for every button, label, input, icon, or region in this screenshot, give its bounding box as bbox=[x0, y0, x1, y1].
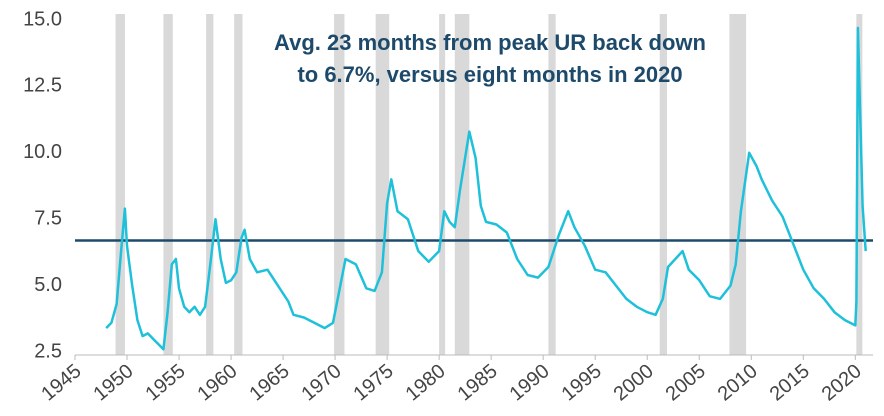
x-tick-label: 1970 bbox=[297, 360, 345, 405]
x-tick-label: 1985 bbox=[454, 360, 502, 405]
x-tick-label: 2005 bbox=[662, 360, 710, 405]
y-tick-label: 5.0 bbox=[34, 274, 62, 296]
y-tick-label: 12.5 bbox=[23, 75, 62, 97]
x-tick-label: 2000 bbox=[610, 360, 658, 405]
recession-band bbox=[659, 14, 667, 355]
recession-band bbox=[856, 14, 863, 355]
x-tick-label: 1960 bbox=[193, 360, 241, 405]
recession-band bbox=[439, 14, 446, 355]
recession-band bbox=[234, 14, 243, 355]
x-tick-label: 1965 bbox=[245, 360, 293, 405]
y-tick-label: 15.0 bbox=[23, 8, 62, 30]
x-tick-label: 1995 bbox=[558, 360, 606, 405]
x-tick-label: 2010 bbox=[714, 360, 762, 405]
recession-band bbox=[548, 14, 556, 355]
recession-band bbox=[206, 14, 214, 355]
y-tick-label: 7.5 bbox=[34, 207, 62, 229]
x-tick-label: 1980 bbox=[402, 360, 450, 405]
recession-band bbox=[115, 14, 125, 355]
annotation: to 6.7%, versus eight months in 2020 bbox=[297, 62, 682, 87]
x-tick-label: 1945 bbox=[37, 360, 85, 405]
x-tick-label: 2020 bbox=[818, 360, 866, 405]
series-line bbox=[105, 26, 867, 351]
x-tick-label: 1975 bbox=[350, 360, 398, 405]
x-tick-label: 1950 bbox=[89, 360, 137, 405]
x-tick-label: 1955 bbox=[141, 360, 189, 405]
recession-band bbox=[163, 14, 173, 355]
annotation: Avg. 23 months from peak UR back down bbox=[274, 30, 706, 55]
recession-band bbox=[375, 14, 390, 355]
recession-band bbox=[334, 14, 345, 355]
x-tick-label: 1990 bbox=[506, 360, 554, 405]
y-tick-label: 10.0 bbox=[23, 141, 62, 163]
y-tick-label: 2.5 bbox=[34, 340, 62, 362]
x-tick-label: 2015 bbox=[766, 360, 814, 405]
